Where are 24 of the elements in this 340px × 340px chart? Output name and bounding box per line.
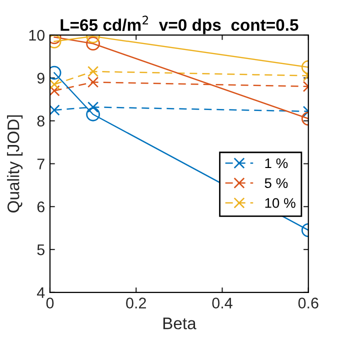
y-tick-label: 7 bbox=[37, 158, 44, 170]
chart-title: L=65 cd/m$^{2}$ v=0 dps cont=0.5 bbox=[60, 16, 298, 34]
y-tick-label: 9 bbox=[37, 72, 44, 84]
legend-label: 5 % bbox=[264, 178, 288, 188]
y-tick-label: 4 bbox=[36, 287, 45, 298]
point bbox=[50, 78, 60, 90]
x-tick-label: 0.2 bbox=[126, 298, 146, 308]
y-tick-label: 8 bbox=[37, 116, 44, 126]
x-axis-title: Beta bbox=[163, 318, 196, 330]
x-tick-label: 0.6 bbox=[298, 298, 318, 308]
legend-label: 10 % bbox=[265, 198, 296, 208]
legend-label: 1 % bbox=[265, 158, 288, 168]
point bbox=[50, 104, 60, 116]
point bbox=[87, 66, 99, 78]
point bbox=[87, 102, 99, 113]
point bbox=[50, 66, 62, 80]
y-tick-label: 5 bbox=[37, 244, 44, 256]
y-tick-label: 6 bbox=[37, 201, 44, 212]
point bbox=[87, 76, 99, 88]
point bbox=[50, 85, 60, 96]
y-tick-label: 10 bbox=[29, 30, 45, 41]
x-tick-label: 0 bbox=[46, 298, 54, 308]
y-axis-title: Quality [JOD] bbox=[7, 115, 23, 212]
x-tick-label: 0.4 bbox=[212, 298, 232, 308]
